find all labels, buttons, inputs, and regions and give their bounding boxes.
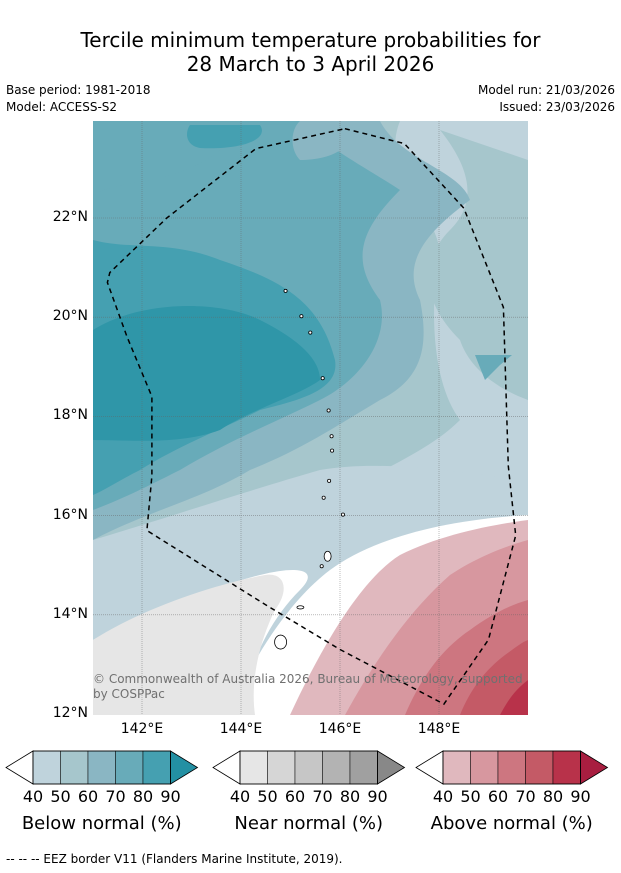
- colorbar-segment: [349, 750, 378, 785]
- colorbar-segment: [294, 750, 323, 785]
- model-name: Model: ACCESS-S2: [6, 100, 118, 114]
- colorbar-outline: [32, 750, 171, 785]
- island-outline: [321, 495, 326, 500]
- map-title-line2: 28 March to 3 April 2026: [186, 52, 435, 76]
- colorbar-tick-label: 50: [50, 787, 71, 806]
- island-outline: [320, 376, 325, 381]
- colorbar-tick-label: 80: [542, 787, 564, 806]
- colorbar-tick-label: 80: [339, 787, 361, 806]
- colorbar-tick-label: 60: [487, 787, 509, 806]
- latitude-label: 22°N: [52, 209, 88, 225]
- colorbar-segment: [239, 750, 268, 785]
- colorbar-title: Near normal (%): [234, 813, 384, 834]
- colorbar-tick-label: 70: [312, 787, 333, 806]
- island-outline: [326, 408, 331, 413]
- colorbar-title: Above normal (%): [430, 813, 593, 834]
- model-run: Model run: 21/03/2026: [477, 83, 615, 97]
- island-outline: [329, 434, 334, 439]
- latitude-label: 18°N: [52, 407, 88, 424]
- longitude-label: 142°E: [120, 721, 164, 737]
- copyright-notice: © Commonwealth of Australia 2026, Bureau…: [93, 672, 523, 701]
- island-outline: [323, 550, 332, 562]
- latitude-label: 20°N: [52, 308, 88, 325]
- colorbar-segment: [60, 750, 89, 785]
- island-outline: [296, 605, 305, 610]
- colorbar-tick-label: 50: [257, 787, 278, 806]
- colorbar-segment: [142, 750, 171, 785]
- island-outline: [327, 478, 332, 483]
- colorbar-tick-label: 40: [432, 787, 454, 806]
- colorbar-segment: [87, 750, 116, 785]
- colorbar-arrow-high: [580, 750, 609, 785]
- colorbar-outline: [442, 750, 581, 785]
- eez-border-line: [106, 127, 517, 706]
- island-outline: [283, 288, 288, 293]
- colorbar-tick-label: 80: [132, 787, 154, 806]
- latitude-label: 16°N: [52, 506, 88, 523]
- colorbar-title: Below normal (%): [21, 813, 182, 834]
- colorbar-tick-label: 40: [229, 787, 251, 806]
- colorbar-legends: [5, 750, 609, 785]
- colorbar-segment: [497, 750, 526, 785]
- colorbar-segment: [470, 750, 499, 785]
- colorbar-segment: [115, 750, 144, 785]
- colorbar-segment: [322, 750, 351, 785]
- longitude-label: 146°E: [318, 721, 362, 737]
- colorbar-tick-label: 70: [105, 787, 126, 806]
- eez-border-footnote: -- -- -- EEZ border V11 (Flanders Marine…: [6, 852, 343, 866]
- colorbar-arrow-high: [377, 750, 406, 785]
- colorbar-tick-label: 40: [22, 787, 44, 806]
- colorbar-arrow-low: [5, 750, 34, 785]
- base-period: Base period: 1981-2018: [6, 83, 151, 97]
- island-outlines: [274, 288, 345, 650]
- colorbar-segment: [267, 750, 296, 785]
- colorbar-tick-label: 90: [570, 787, 591, 806]
- colorbar-segment: [442, 750, 471, 785]
- colorbar-tick-label: 90: [367, 787, 388, 806]
- colorbar-arrow-low: [212, 750, 241, 785]
- colorbar-tick-label: 60: [284, 787, 306, 806]
- map-title-line1: Tercile minimum temperature probabilitie…: [80, 28, 541, 52]
- colorbar-tick-label: 50: [460, 787, 481, 806]
- colorbar-arrow-low: [415, 750, 444, 785]
- latitude-label: 12°N: [52, 705, 88, 721]
- longitude-label: 144°E: [219, 721, 263, 737]
- longitude-label: 148°E: [417, 721, 461, 737]
- map-gridlines: [93, 121, 528, 715]
- colorbar-segment: [552, 750, 581, 785]
- island-outline: [340, 512, 345, 517]
- colorbar-tick-label: 90: [160, 787, 181, 806]
- island-outline: [274, 634, 288, 650]
- colorbar-arrow-high: [170, 750, 199, 785]
- probability-shading: [93, 121, 528, 715]
- colorbar-outline: [239, 750, 378, 785]
- island-outline: [308, 330, 313, 335]
- colorbar-tick-label: 70: [515, 787, 536, 806]
- colorbar-segment: [525, 750, 554, 785]
- island-outline: [299, 314, 304, 319]
- island-outline: [319, 564, 324, 569]
- issued-date: Issued: 23/03/2026: [499, 100, 615, 114]
- island-outline: [330, 448, 335, 453]
- colorbar-tick-label: 60: [77, 787, 99, 806]
- colorbar-segment: [32, 750, 61, 785]
- latitude-label: 14°N: [52, 605, 88, 622]
